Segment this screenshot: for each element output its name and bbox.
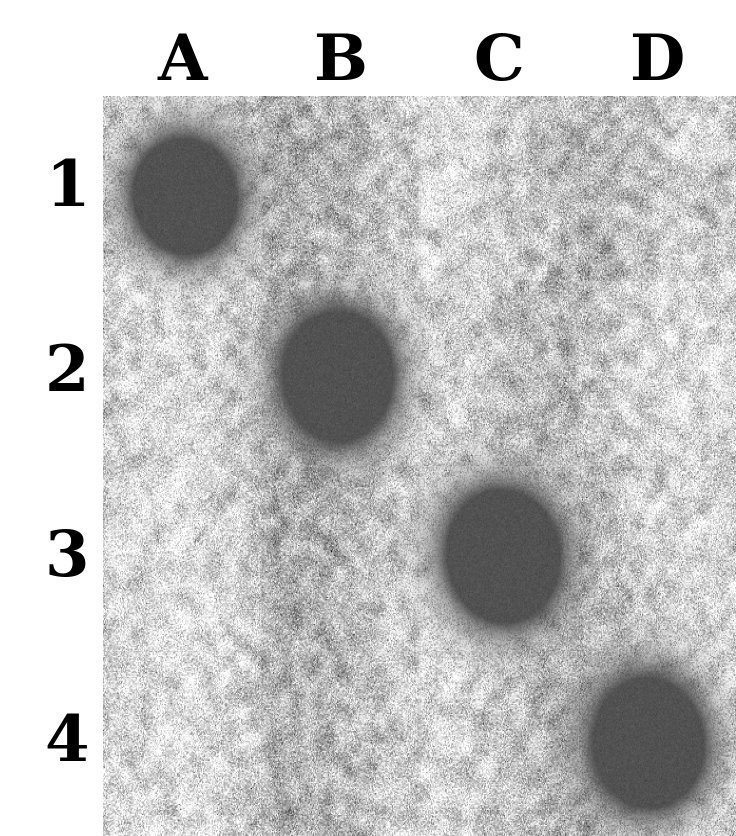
Text: 4: 4 (45, 713, 89, 774)
Text: C: C (473, 32, 524, 93)
Text: D: D (629, 32, 684, 93)
Text: 3: 3 (45, 528, 89, 589)
Text: 2: 2 (45, 343, 89, 404)
Text: B: B (314, 32, 367, 93)
Text: A: A (158, 32, 207, 93)
Text: 1: 1 (45, 158, 89, 219)
